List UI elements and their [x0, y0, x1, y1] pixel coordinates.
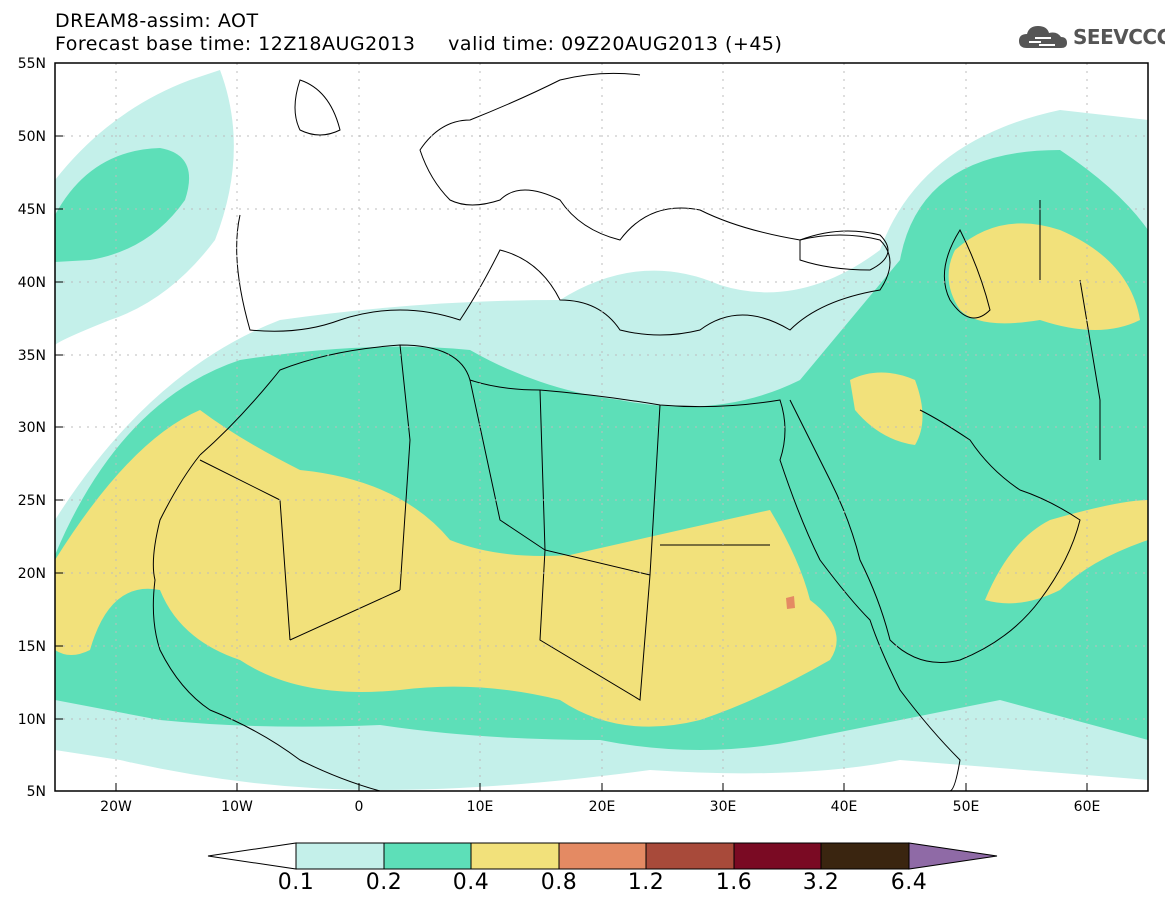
- lon-label: 20E: [589, 799, 616, 815]
- logo-text: SEEVCCC: [1073, 25, 1165, 49]
- lat-label: 25N: [18, 493, 46, 509]
- lon-label: 40E: [831, 799, 858, 815]
- graticule: [55, 63, 1148, 791]
- colorbar-swatch: [733, 842, 822, 870]
- aot-band-0-4: [985, 500, 1148, 604]
- lat-label: 55N: [18, 56, 46, 72]
- lon-labels: 20W 10W 0 10E 20E 30E 40E 50E 60E: [100, 799, 1100, 815]
- lat-label: 35N: [18, 348, 46, 364]
- lat-label: 5N: [27, 784, 46, 800]
- cloud-icon: [1019, 26, 1067, 48]
- colorbar-swatch: [558, 842, 647, 870]
- lat-labels: 55N 50N 45N 40N 35N 30N 25N 20N 15N 10N …: [18, 56, 46, 800]
- colorbar: [207, 842, 998, 870]
- coastline-arabia: [789, 399, 1081, 663]
- coastline-africa: [199, 344, 961, 791]
- lon-label: 10E: [467, 799, 494, 815]
- colorbar-swatch: [383, 842, 472, 870]
- axis-ticks: [55, 62, 1088, 792]
- lon-label: 0: [355, 799, 364, 815]
- coastline-black-sea: [799, 230, 889, 271]
- lat-label: 10N: [18, 712, 46, 728]
- coastlines: [152, 72, 1101, 791]
- colorbar-label: 6.4: [890, 870, 928, 895]
- colorbar-swatch: [295, 842, 385, 870]
- lon-label: 50E: [953, 799, 980, 815]
- coastline-caspian: [943, 228, 991, 319]
- colorbar-low-arrow: [207, 842, 297, 870]
- forecast-time-line: Forecast base time: 12Z18AUG2013 valid t…: [55, 33, 783, 55]
- colorbar-label: 1.2: [627, 870, 665, 895]
- aot-band-0-4: [55, 410, 837, 727]
- lon-label: 20W: [100, 799, 132, 815]
- lat-label: 20N: [18, 566, 46, 582]
- colorbar-label: 0.4: [452, 870, 490, 895]
- lon-label: 30E: [710, 799, 737, 815]
- aot-field: [55, 70, 1148, 790]
- coastline-africa-west: [152, 454, 381, 791]
- lat-label: 30N: [18, 420, 46, 436]
- lat-label: 50N: [18, 129, 46, 145]
- lon-label: 60E: [1074, 799, 1101, 815]
- seevccc-logo: SEEVCCC: [1017, 22, 1165, 52]
- colorbar-swatch: [645, 842, 735, 870]
- coastline-uk: [294, 79, 341, 136]
- lat-label: 15N: [18, 639, 46, 655]
- colorbar-label: 1.6: [715, 870, 753, 895]
- coastline-europe: [236, 72, 891, 336]
- colorbar-label: 0.8: [540, 870, 578, 895]
- colorbar-swatch: [820, 842, 910, 870]
- aot-band-0-4: [948, 223, 1140, 330]
- lat-label: 45N: [18, 202, 46, 218]
- lat-label: 40N: [18, 275, 46, 291]
- colorbar-label: 3.2: [802, 870, 840, 895]
- colorbar-swatch: [470, 842, 560, 870]
- aot-band-0-2: [55, 148, 190, 262]
- colorbar-high-arrow: [908, 842, 998, 870]
- lon-label: 10W: [221, 799, 253, 815]
- map-title: DREAM8-assim: AOT: [55, 10, 259, 32]
- colorbar-label: 0.1: [277, 870, 315, 895]
- aot-band-0-8: [786, 596, 795, 609]
- colorbar-label: 0.2: [365, 870, 403, 895]
